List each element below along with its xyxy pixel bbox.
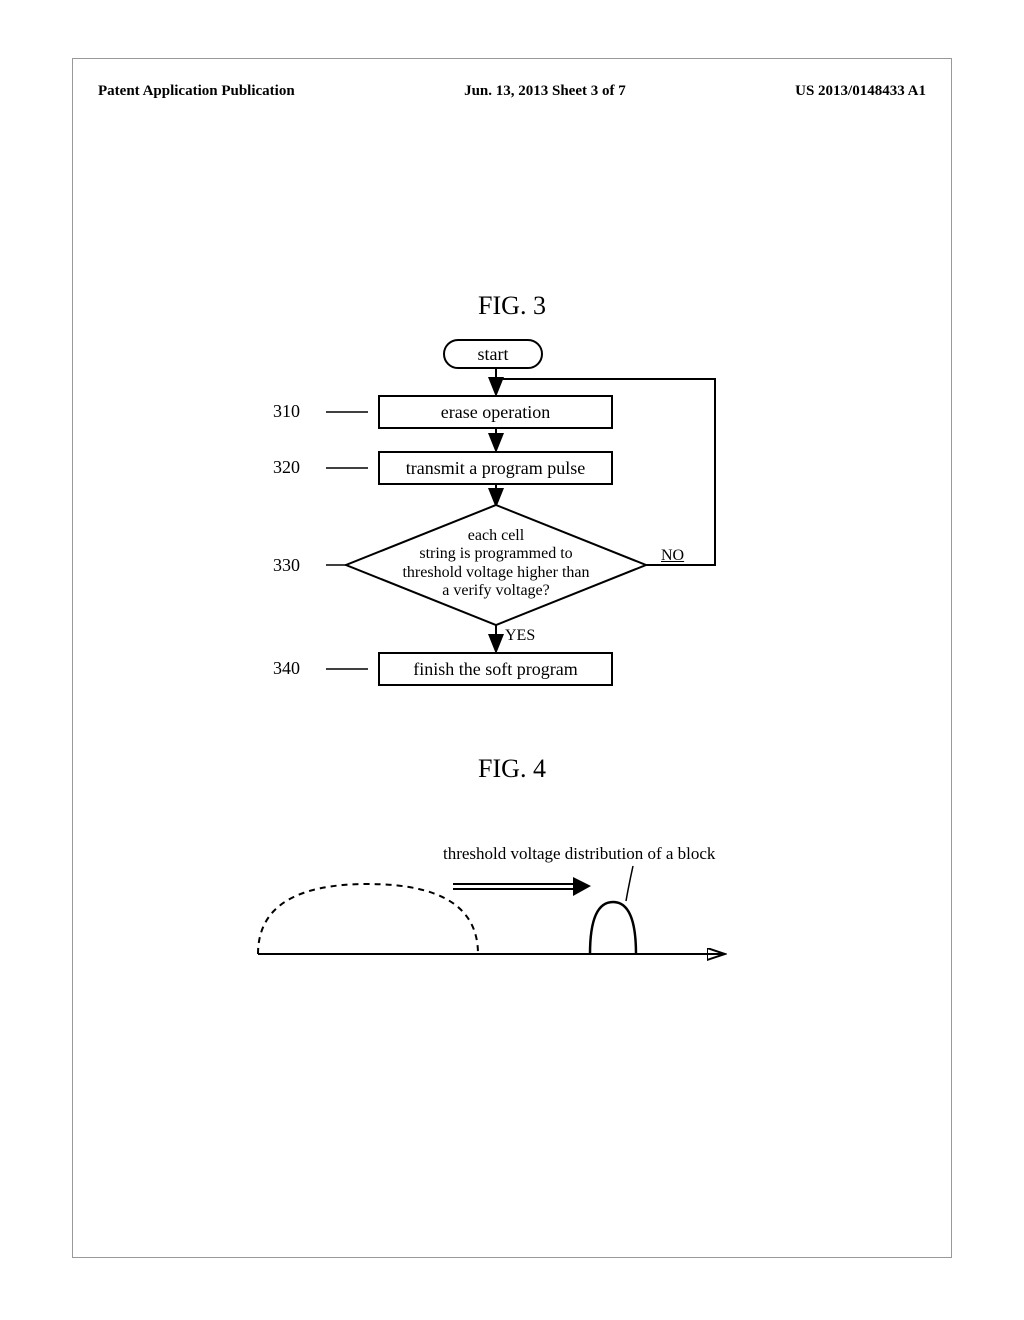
process-finish-label: finish the soft program bbox=[413, 659, 577, 680]
header-row: Patent Application Publication Jun. 13, … bbox=[98, 83, 926, 100]
decision-line2: string is programmed to bbox=[419, 545, 572, 562]
header-left: Patent Application Publication bbox=[98, 83, 295, 100]
no-label: NO bbox=[661, 547, 684, 565]
fig4-diagram: threshold voltage distribution of a bloc… bbox=[73, 814, 953, 1034]
start-label: start bbox=[478, 344, 509, 365]
step-ref-320: 320 bbox=[273, 457, 300, 478]
step-ref-330: 330 bbox=[273, 555, 300, 576]
start-terminator: start bbox=[443, 339, 543, 369]
process-transmit-label: transmit a program pulse bbox=[406, 458, 585, 479]
fig4-svg bbox=[73, 814, 953, 1034]
decision-line4: a verify voltage? bbox=[442, 582, 550, 599]
fig3-flowchart: start 310 erase operation 320 transmit a… bbox=[73, 339, 953, 759]
step-ref-310: 310 bbox=[273, 401, 300, 422]
fig3-title: FIG. 3 bbox=[73, 291, 951, 321]
yes-label: YES bbox=[505, 627, 535, 645]
page-frame: Patent Application Publication Jun. 13, … bbox=[72, 58, 952, 1258]
fig4-title: FIG. 4 bbox=[73, 754, 951, 784]
decision-line3: threshold voltage higher than bbox=[402, 564, 589, 581]
process-erase-label: erase operation bbox=[441, 402, 550, 423]
process-finish: finish the soft program bbox=[378, 652, 613, 686]
decision-text: each cell string is programmed to thresh… bbox=[383, 527, 609, 601]
step-ref-340: 340 bbox=[273, 658, 300, 679]
process-erase: erase operation bbox=[378, 395, 613, 429]
header-center: Jun. 13, 2013 Sheet 3 of 7 bbox=[464, 83, 626, 100]
header-right: US 2013/0148433 A1 bbox=[795, 83, 926, 100]
decision-line1: each cell bbox=[468, 527, 524, 544]
process-transmit: transmit a program pulse bbox=[378, 451, 613, 485]
